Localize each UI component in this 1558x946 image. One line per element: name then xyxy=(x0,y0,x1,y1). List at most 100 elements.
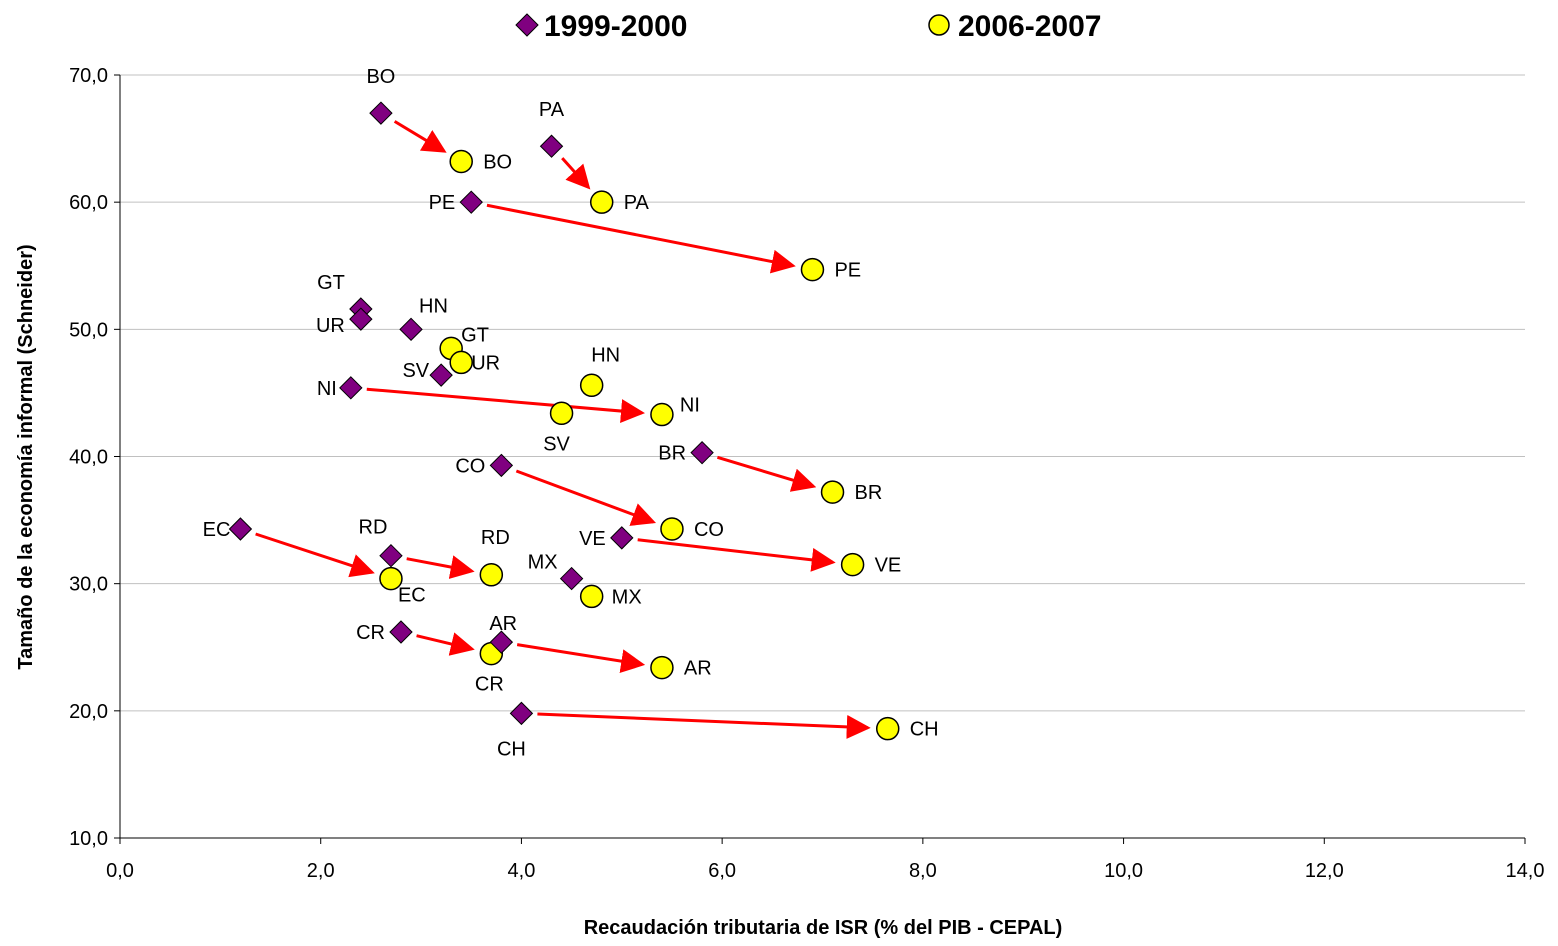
arrow-pa xyxy=(561,157,591,190)
point-1999-ch xyxy=(509,701,534,726)
label-2006-ni: NI xyxy=(680,395,700,417)
label-2006-ur: UR xyxy=(471,352,500,374)
point-1999-cr xyxy=(389,620,413,644)
arrow-ve xyxy=(637,538,836,572)
x-tick-label: 2,0 xyxy=(307,860,335,882)
x-tick-label: 4,0 xyxy=(508,860,536,882)
point-1999-pe xyxy=(459,190,483,214)
label-2006-pe: PE xyxy=(834,260,861,282)
point-2006-ec xyxy=(379,566,403,591)
arrow-co xyxy=(515,469,657,526)
y-tick-label: 40,0 xyxy=(69,447,108,469)
label-1999-sv: SV xyxy=(402,360,429,382)
label-2006-sv: SV xyxy=(543,433,570,455)
arrow-ch xyxy=(537,712,871,739)
y-axis-title: Tamaño de la economía informal (Schneide… xyxy=(15,244,37,669)
y-tick-label: 30,0 xyxy=(69,574,108,596)
label-1999-br: BR xyxy=(658,443,686,465)
point-1999-ar xyxy=(489,630,514,654)
arrow-ar xyxy=(516,643,646,674)
point-2006-hn xyxy=(579,373,604,398)
point-1999-ec xyxy=(228,517,253,541)
y-tick-label: 10,0 xyxy=(69,828,108,850)
arrow-bo xyxy=(393,120,447,153)
y-tick-label: 70,0 xyxy=(69,65,108,87)
label-1999-ni: NI xyxy=(317,378,337,400)
y-tick-label: 20,0 xyxy=(69,701,108,723)
point-2006-pa xyxy=(589,190,614,214)
arrow-ni xyxy=(366,387,645,423)
point-1999-rd xyxy=(379,543,403,568)
legend-label-series-1: 1999-2000 xyxy=(544,10,687,43)
point-1999-mx xyxy=(559,566,584,591)
point-1999-sv xyxy=(429,363,453,387)
label-1999-ur: UR xyxy=(316,315,345,337)
point-2006-ch xyxy=(875,716,900,741)
label-1999-pa: PA xyxy=(539,99,565,121)
point-1999-pa xyxy=(539,134,564,158)
label-2006-hn: HN xyxy=(591,344,620,366)
label-2006-gt: GT xyxy=(461,324,489,346)
point-2006-sv xyxy=(549,401,574,426)
x-tick-label: 10,0 xyxy=(1104,860,1143,882)
arrow-rd xyxy=(406,555,475,579)
point-2006-rd xyxy=(479,563,504,587)
data-points xyxy=(228,101,900,741)
point-1999-co xyxy=(489,453,514,478)
point-2006-br xyxy=(820,480,845,504)
point-2006-ve xyxy=(840,552,865,577)
label-2006-ch: CH xyxy=(910,719,939,741)
point-1999-ni xyxy=(339,376,363,400)
legend-marker-circle xyxy=(928,14,950,36)
arrow-pe xyxy=(486,203,796,274)
label-1999-co: CO xyxy=(455,455,485,477)
label-1999-cr: CR xyxy=(356,622,385,644)
label-2006-mx: MX xyxy=(612,586,642,608)
x-axis-title: Recaudación tributaria de ISR (% del PIB… xyxy=(584,917,1063,939)
label-2006-ec: EC xyxy=(398,585,426,607)
label-1999-ch: CH xyxy=(497,738,526,760)
label-1999-hn: HN xyxy=(419,295,448,317)
y-tick-labels: 10,0 20,0 30,0 40,0 50,0 60,0 70,0 xyxy=(69,65,108,850)
axes xyxy=(114,74,1526,844)
point-2006-mx xyxy=(579,584,604,609)
label-2006-br: BR xyxy=(855,482,883,504)
label-2006-cr: CR xyxy=(475,674,504,696)
point-2006-ur xyxy=(449,350,473,375)
gridlines xyxy=(120,74,1525,712)
point-2006-bo xyxy=(449,149,473,174)
point-2006-ni xyxy=(650,402,674,427)
arrow-br xyxy=(716,455,817,492)
label-1999-ar: AR xyxy=(489,613,517,635)
legend-marker-diamond xyxy=(515,13,539,37)
label-2006-rd: RD xyxy=(481,527,510,549)
point-2006-ar xyxy=(650,655,674,680)
label-1999-rd: RD xyxy=(359,517,388,539)
x-tick-label: 6,0 xyxy=(708,860,736,882)
point-1999-ve xyxy=(610,526,634,550)
arrows xyxy=(255,120,871,739)
label-1999-bo: BO xyxy=(366,66,395,88)
label-2006-ar: AR xyxy=(684,658,712,680)
label-1999-gt: GT xyxy=(317,272,345,294)
x-tick-label: 12,0 xyxy=(1305,860,1344,882)
point-1999-ur xyxy=(349,307,373,331)
point-2006-co xyxy=(660,517,684,541)
legend: 1999-2000 2006-2007 xyxy=(515,10,1101,43)
x-tick-label: 14,0 xyxy=(1506,860,1545,882)
label-1999-pe: PE xyxy=(429,192,456,214)
x-tick-label: 0,0 xyxy=(106,860,134,882)
x-tick-labels: 0,0 2,0 4,0 6,0 8,0 10,0 12,0 14,0 xyxy=(106,860,1544,882)
legend-label-series-2: 2006-2007 xyxy=(958,10,1101,43)
point-labels: BO PA PE GT UR HN SV NI BR CO EC RD VE MX CR AR CH BO PA PE… xyxy=(203,66,939,760)
label-2006-ve: VE xyxy=(875,555,902,577)
y-tick-label: 50,0 xyxy=(69,319,108,341)
point-2006-pe xyxy=(800,257,825,282)
label-1999-ve: VE xyxy=(579,528,606,550)
label-1999-mx: MX xyxy=(528,552,558,574)
x-tick-label: 8,0 xyxy=(909,860,937,882)
label-2006-bo: BO xyxy=(483,151,512,173)
point-1999-hn xyxy=(399,317,423,342)
point-1999-bo xyxy=(369,101,393,125)
y-tick-label: 60,0 xyxy=(69,192,108,214)
